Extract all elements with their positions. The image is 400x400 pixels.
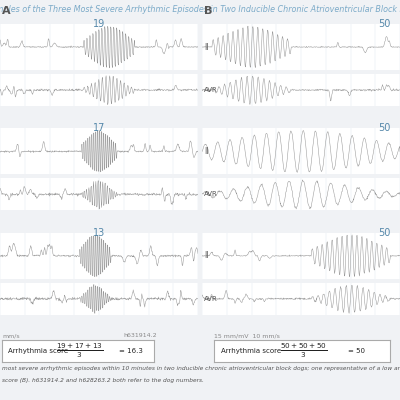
Text: h631914.2: h631914.2	[123, 333, 157, 338]
Text: score (B). h631914.2 and h628263.2 both refer to the dog numbers.: score (B). h631914.2 and h628263.2 both …	[2, 378, 204, 383]
Text: mm/s: mm/s	[2, 333, 20, 338]
Text: 15 mm/mV  10 mm/s: 15 mm/mV 10 mm/s	[214, 333, 280, 338]
Text: $\frac{\mathregular{19+17+13}}{{\mathregular{3}}}$: $\frac{\mathregular{19+17+13}}{{\mathreg…	[56, 342, 103, 360]
Text: most severe arrhythmic episodes within 10 minutes in two inducible chronic atrio: most severe arrhythmic episodes within 1…	[2, 366, 400, 370]
Text: AVR: AVR	[204, 87, 218, 93]
Text: = 50: = 50	[348, 348, 365, 354]
Text: II: II	[204, 251, 208, 260]
Text: A: A	[2, 6, 11, 16]
Text: = 16.3: = 16.3	[119, 348, 143, 354]
Text: B: B	[204, 6, 212, 16]
Text: AVR: AVR	[204, 296, 218, 302]
Text: II: II	[204, 147, 208, 156]
Text: AVR: AVR	[204, 192, 218, 198]
Text: $\frac{\mathregular{50+50+50}}{{\mathregular{3}}}$: $\frac{\mathregular{50+50+50}}{{\mathreg…	[280, 342, 328, 360]
Text: 19: 19	[93, 19, 105, 29]
Text: Examples of the Three Most Severe Arrhythmic Episodes in Two Inducible Chronic A: Examples of the Three Most Severe Arrhyt…	[0, 5, 400, 14]
Text: 50: 50	[378, 123, 390, 133]
Text: 50: 50	[378, 228, 390, 238]
Text: 17: 17	[93, 123, 105, 133]
Text: Arrhythmia score: Arrhythmia score	[8, 348, 68, 354]
Text: 50: 50	[378, 19, 390, 29]
Text: Arrhythmia score: Arrhythmia score	[221, 348, 281, 354]
Text: 13: 13	[93, 228, 105, 238]
Text: II: II	[204, 42, 208, 52]
